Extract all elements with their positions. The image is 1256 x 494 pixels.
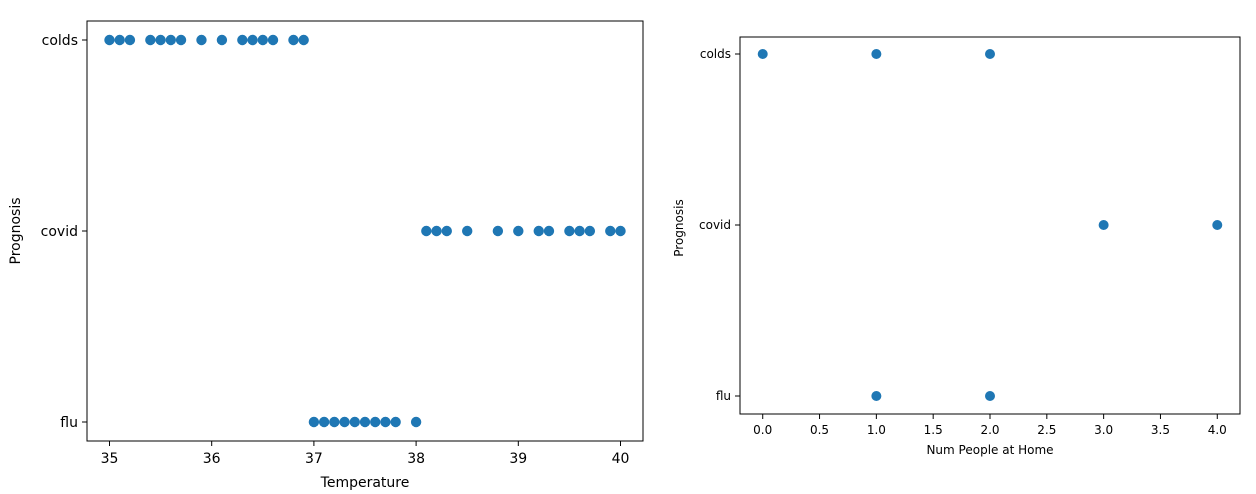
data-point	[985, 391, 995, 401]
x-tick-label: 0.0	[753, 423, 772, 437]
x-tick-label: 39	[509, 451, 527, 467]
data-point	[441, 225, 452, 237]
data-point	[359, 416, 371, 428]
x-tick-label: 3.5	[1151, 423, 1170, 437]
data-point	[421, 225, 432, 237]
data-point	[431, 225, 442, 237]
y-axis-label: Prognosis	[672, 199, 686, 256]
plot-area-frame	[739, 36, 1241, 415]
y-tick-label: flu	[716, 389, 731, 403]
data-point	[985, 49, 995, 59]
y-tick-label: colds	[700, 47, 731, 61]
x-tick-label: 4.0	[1208, 423, 1227, 437]
data-point	[196, 34, 207, 46]
data-point	[533, 225, 544, 237]
x-tick-label: 1.5	[924, 423, 943, 437]
data-point	[462, 225, 473, 237]
x-tick-label: 3.0	[1094, 423, 1113, 437]
data-point	[757, 49, 768, 59]
num-people-scatter-chart: 0.0 0.5 1.0 1.5 2.0 2.5 3.0 3.5 4.0 colds covid fl…	[672, 36, 1241, 457]
y-tick-label: covid	[41, 224, 78, 240]
data-point	[513, 225, 524, 237]
y-axis-label: Prognosis	[8, 197, 24, 264]
data-point	[390, 416, 401, 428]
plot-area-frame	[86, 20, 644, 442]
data-point	[380, 416, 391, 428]
data-point	[871, 391, 882, 401]
data-point	[1098, 220, 1109, 230]
data-point	[114, 34, 125, 46]
x-tick-label: 38	[407, 451, 425, 467]
x-tick-label: 37	[305, 451, 323, 467]
data-point	[155, 34, 166, 46]
data-point	[308, 416, 320, 428]
data-point	[216, 34, 228, 46]
data-point	[370, 416, 381, 428]
y-ticks: colds covid flu	[41, 33, 87, 431]
data-point	[871, 49, 882, 59]
data-point	[1212, 220, 1223, 230]
x-ticks: 35 36 37 38 39 40	[101, 441, 630, 467]
data-point	[410, 416, 422, 428]
temperature-scatter-chart: 35 36 37 38 39 40 colds covid flu Temperature P…	[8, 20, 644, 491]
data-point	[318, 416, 330, 428]
data-point	[247, 34, 258, 46]
x-tick-label: 1.0	[867, 423, 886, 437]
data-points	[757, 49, 1223, 401]
x-tick-label: 36	[203, 451, 221, 467]
data-point	[605, 225, 616, 237]
x-axis-label: Temperature	[320, 475, 410, 491]
x-ticks: 0.0 0.5 1.0 1.5 2.0 2.5 3.0 3.5 4.0	[753, 414, 1227, 437]
x-tick-label: 0.5	[810, 423, 829, 437]
data-point	[339, 416, 350, 428]
data-point	[584, 225, 596, 237]
data-point	[329, 416, 340, 428]
data-point	[165, 34, 177, 46]
data-point	[267, 34, 279, 46]
data-point	[288, 34, 299, 46]
x-tick-label: 40	[612, 451, 630, 467]
data-point	[257, 34, 268, 46]
data-point	[124, 34, 136, 46]
x-axis-label: Num People at Home	[926, 443, 1053, 457]
y-tick-label: flu	[60, 415, 78, 431]
data-point	[564, 225, 575, 237]
data-point	[298, 34, 309, 46]
data-point	[237, 34, 248, 46]
x-tick-label: 2.0	[980, 423, 999, 437]
data-point	[574, 225, 585, 237]
data-point	[349, 416, 360, 428]
data-point	[104, 34, 115, 46]
data-points	[104, 34, 626, 428]
x-tick-label: 2.5	[1037, 423, 1056, 437]
data-point	[175, 34, 187, 46]
y-tick-label: colds	[42, 33, 78, 49]
y-ticks: colds covid flu	[699, 47, 740, 403]
x-tick-label: 35	[101, 451, 119, 467]
data-point	[543, 225, 555, 237]
data-point	[492, 225, 504, 237]
data-point	[615, 225, 626, 237]
data-point	[145, 34, 156, 46]
y-tick-label: covid	[699, 218, 731, 232]
